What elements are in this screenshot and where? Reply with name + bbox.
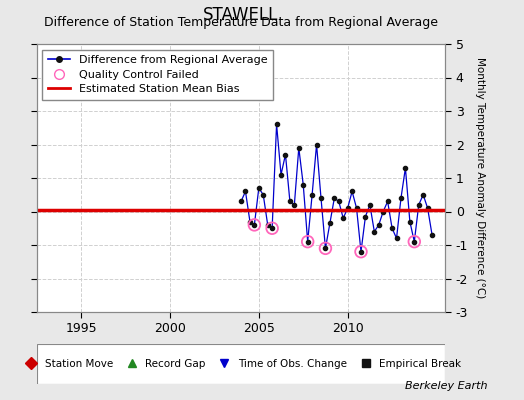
Text: Berkeley Earth: Berkeley Earth (405, 381, 487, 391)
Text: STAWELL: STAWELL (203, 6, 279, 24)
Y-axis label: Monthly Temperature Anomaly Difference (°C): Monthly Temperature Anomaly Difference (… (475, 57, 485, 299)
Point (410, 238, 419, 245)
Point (357, 248, 365, 255)
Point (303, 238, 312, 245)
Text: Difference of Station Temperature Data from Regional Average: Difference of Station Temperature Data f… (44, 16, 438, 29)
Legend: Difference from Regional Average, Quality Control Failed, Estimated Station Mean: Difference from Regional Average, Qualit… (42, 50, 273, 100)
Point (321, 245, 330, 252)
Legend: Station Move, Record Gap, Time of Obs. Change, Empirical Break: Station Move, Record Gap, Time of Obs. C… (18, 356, 464, 372)
Point (268, 225, 276, 232)
Point (250, 222, 258, 228)
FancyBboxPatch shape (37, 344, 445, 384)
